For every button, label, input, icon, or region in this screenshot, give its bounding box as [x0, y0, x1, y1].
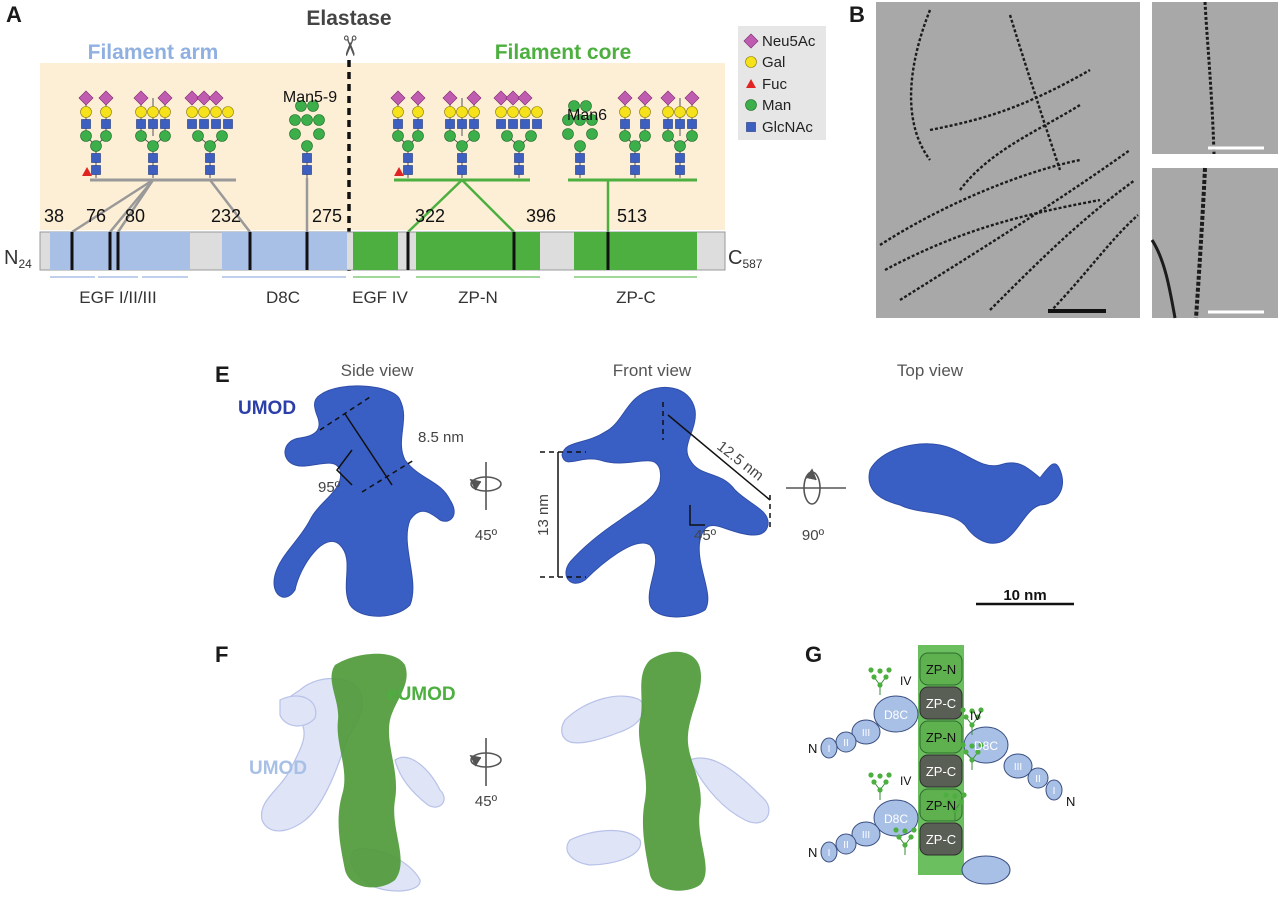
side-view-title: Side view: [341, 361, 414, 380]
n-label-2: N: [1066, 794, 1075, 809]
iv-label-3: IV: [900, 774, 911, 788]
d8c-label-1: D8C: [884, 708, 908, 722]
zpc-label-2: ZP-C: [926, 764, 956, 779]
micrograph-d: [1152, 168, 1278, 318]
umod-label-e: UMOD: [238, 398, 296, 419]
n-terminus-label: N24: [4, 247, 32, 271]
micrograph-c: [1152, 2, 1278, 154]
site-label: 38: [44, 206, 64, 226]
zpc-label-1: ZP-C: [926, 696, 956, 711]
overlay-side: [260, 653, 445, 892]
filament-c: [1203, 1, 1216, 155]
rotation-45-f: 45º: [475, 793, 498, 810]
rotate-icon-f: [469, 738, 502, 786]
protein-bar: [39, 231, 726, 271]
iii-label-3: III: [862, 830, 870, 841]
panel-label-a: A: [6, 2, 22, 27]
umod-side-view: [273, 385, 455, 617]
ii-label-2: II: [1035, 774, 1041, 785]
glycan-background: [40, 63, 725, 230]
umod-top-view: [868, 443, 1063, 544]
iii-label-2: III: [1014, 762, 1022, 773]
legend-neu5ac: Neu5Ac: [762, 33, 816, 50]
c-terminus-label: C587: [728, 247, 763, 271]
glycan-group-arm: [71, 91, 325, 234]
legend-glcnac: GlcNAc: [762, 119, 813, 136]
ii-label-3: II: [843, 840, 849, 851]
front-view-measure: [540, 402, 771, 578]
zpn-label-3: ZP-N: [926, 798, 956, 813]
filaments-b: [879, 9, 1139, 313]
rotate-icon-horizontal: [786, 468, 846, 505]
side-view-measure: [319, 396, 415, 493]
filament-d: [1194, 167, 1207, 319]
site-label: 232: [211, 206, 241, 226]
legend-fuc: Fuc: [762, 76, 788, 93]
man6-label: Man6: [567, 107, 607, 124]
panel-label-b: B: [849, 2, 865, 27]
overlay-front: [561, 651, 770, 891]
panel-label-e: E: [215, 362, 230, 387]
filament-core-title: Filament core: [495, 41, 632, 64]
umod-label-f: UMOD: [249, 758, 307, 779]
i-label-3: I: [828, 848, 831, 859]
domain-label-egf-iv: EGF IV: [352, 288, 408, 307]
iv-label-1: IV: [900, 674, 911, 688]
d8c-label-2: D8C: [974, 739, 998, 753]
micrograph-b: [876, 2, 1140, 318]
dimension-12-5nm: 12.5 nm: [714, 438, 767, 485]
legend-man: Man: [762, 97, 791, 114]
glycosylation-sites: 38 76 80 232 275 322 396 513: [44, 206, 647, 226]
panel-label-g: G: [805, 642, 822, 667]
eumod-label: eUMOD: [387, 684, 456, 705]
zpn-label-2: ZP-N: [926, 730, 956, 745]
rotation-45-e: 45º: [475, 527, 498, 544]
site-label: 396: [526, 206, 556, 226]
rotation-90: 90º: [802, 527, 825, 544]
n-label-3: N: [808, 845, 817, 860]
dimension-8-5nm: 8.5 nm: [418, 429, 464, 446]
d8c-label-3: D8C: [884, 812, 908, 826]
umod-front-view: [561, 387, 769, 618]
scissors-icon: ✂: [334, 34, 365, 57]
site-label: 80: [125, 206, 145, 226]
site-label: 322: [415, 206, 445, 226]
domain-label-d8c: D8C: [266, 288, 300, 307]
angle-45: 45º: [694, 527, 717, 544]
top-view-title: Top view: [897, 361, 964, 380]
glycan-legend: Neu5Ac Gal Fuc Man GlcNAc: [738, 26, 826, 140]
rotate-icon: [469, 462, 502, 510]
scale-label-e: 10 nm: [1003, 587, 1046, 604]
filament-schematic: [820, 645, 1063, 885]
i-label-2: I: [1053, 786, 1056, 797]
filament-d-side: [1150, 239, 1177, 319]
iii-label-1: III: [862, 728, 870, 739]
site-label: 513: [617, 206, 647, 226]
zpc-label-3: ZP-C: [926, 832, 956, 847]
domain-label-egf: EGF I/II/III: [79, 288, 156, 307]
glycan-group-core: [391, 91, 699, 233]
iv-label-2: IV: [970, 709, 981, 723]
elastase-label: Elastase: [306, 7, 391, 30]
i-label-1: I: [828, 744, 831, 755]
legend-gal: Gal: [762, 54, 785, 71]
filament-arm-title: Filament arm: [88, 41, 219, 64]
n-label-1: N: [808, 741, 817, 756]
site-label: 275: [312, 206, 342, 226]
dimension-13nm: 13 nm: [535, 494, 552, 536]
zpn-label-1: ZP-N: [926, 662, 956, 677]
angle-95: 95º: [318, 479, 341, 496]
man59-label: Man5-9: [283, 89, 337, 106]
ii-label-1: II: [843, 738, 849, 749]
panel-label-f: F: [215, 642, 228, 667]
domain-label-zpn: ZP-N: [458, 288, 498, 307]
domain-label-zpc: ZP-C: [616, 288, 656, 307]
front-view-title: Front view: [613, 361, 692, 380]
site-label: 76: [86, 206, 106, 226]
